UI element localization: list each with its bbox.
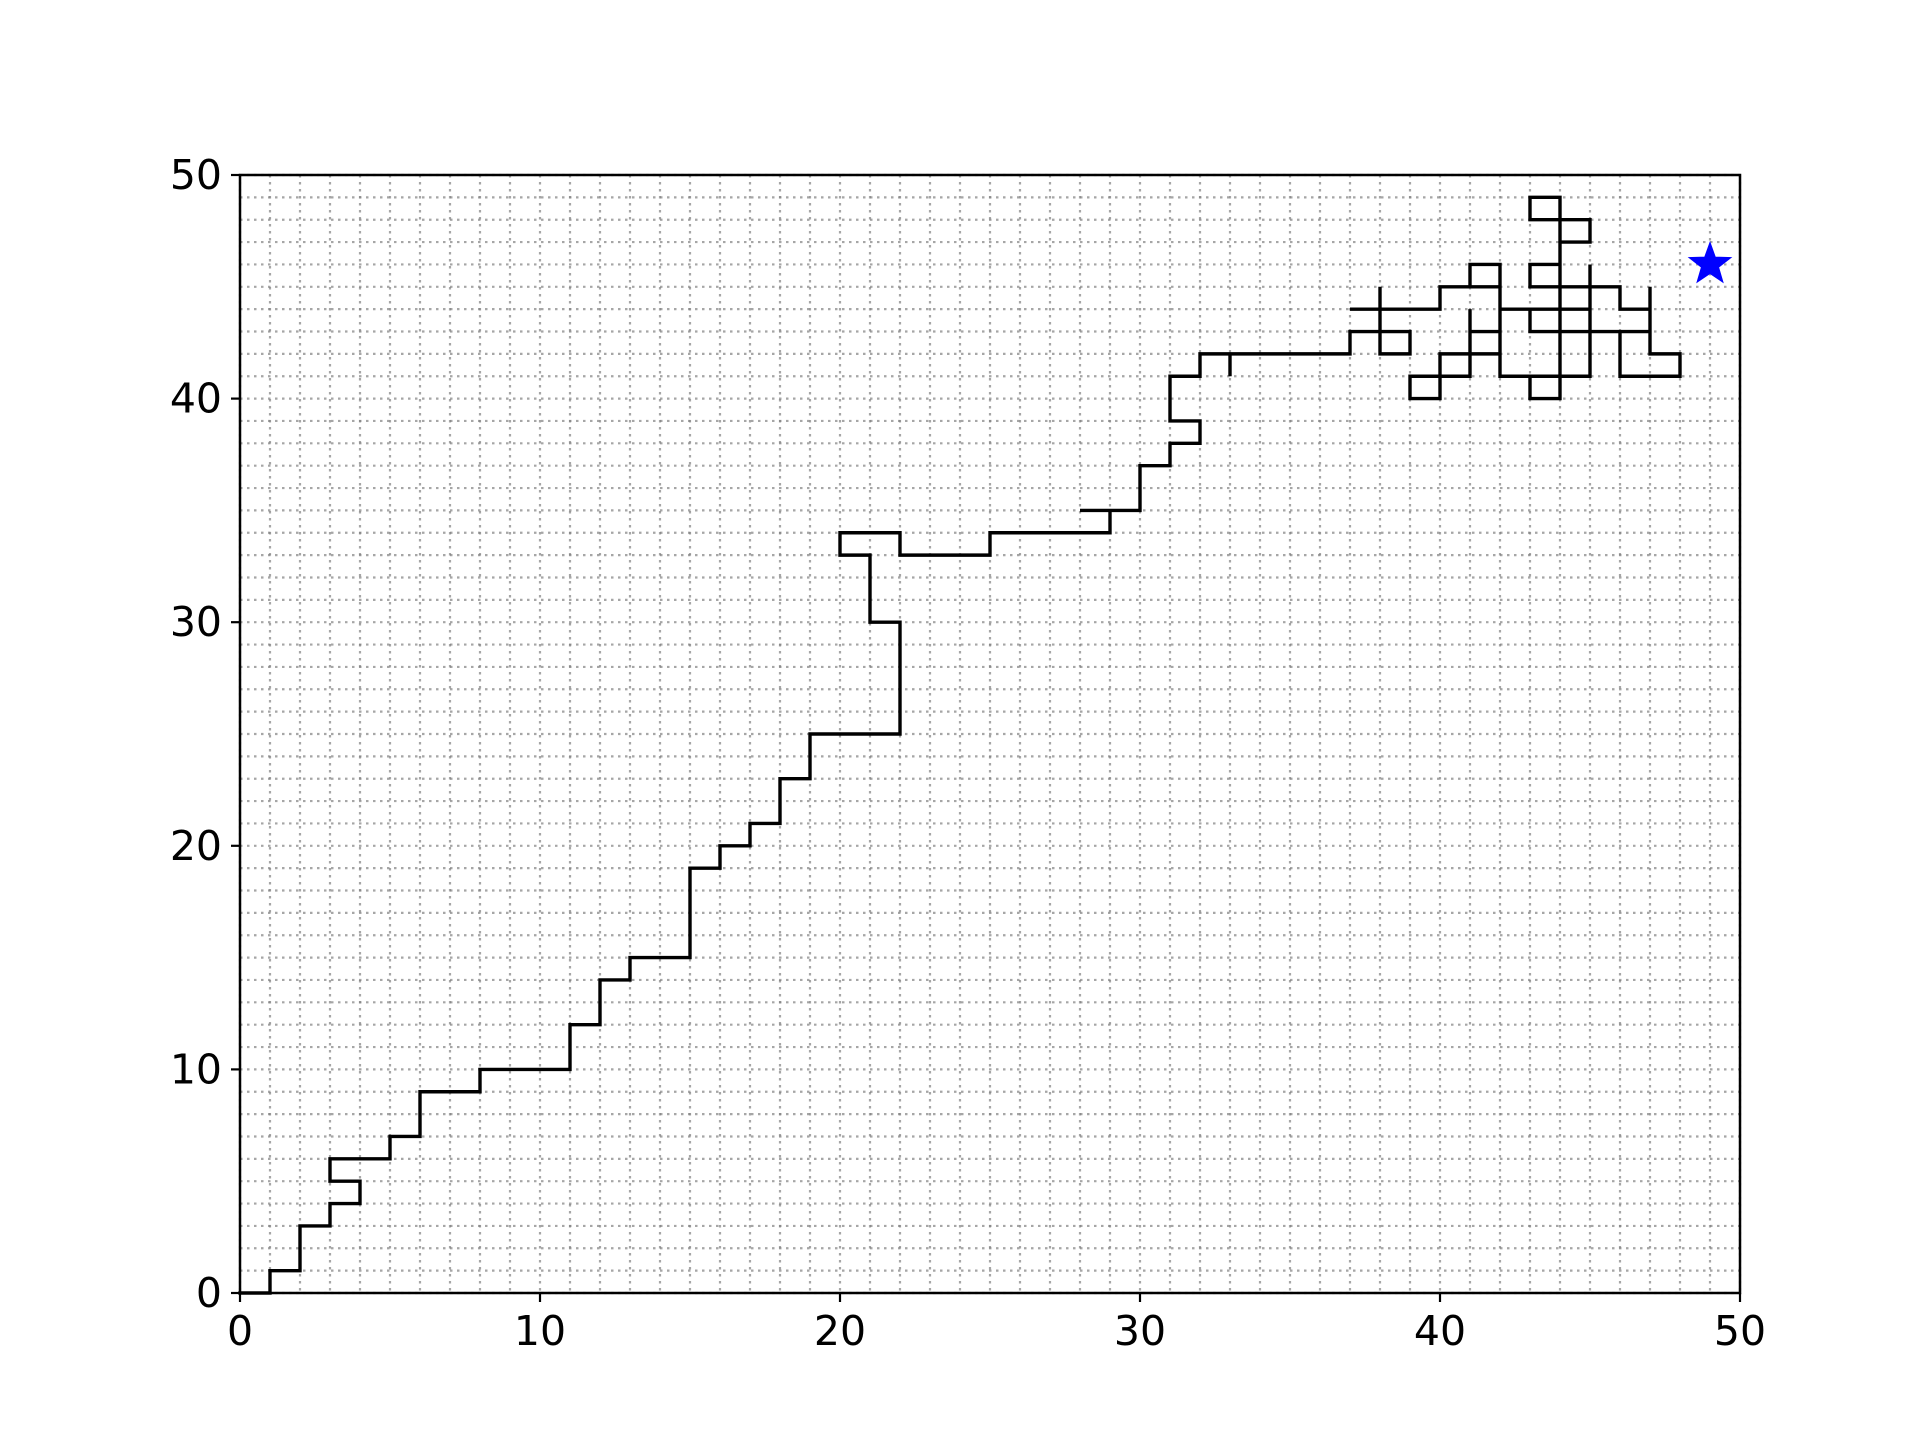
walk-path: [238, 195, 1682, 1295]
x-tick-label: 20: [814, 1307, 866, 1355]
y-tick-label: 30: [170, 598, 222, 646]
y-tick-label: 50: [170, 151, 222, 199]
x-tick-label: 40: [1414, 1307, 1466, 1355]
ticks: 0 10 20 30 40 50 0 10 20 30 40 50: [170, 151, 1766, 1355]
y-tick-label: 10: [170, 1045, 222, 1093]
x-tick-label: 0: [227, 1307, 253, 1355]
y-tick-label: 0: [196, 1269, 222, 1317]
x-tick-label: 30: [1114, 1307, 1166, 1355]
y-tick-label: 20: [170, 822, 222, 870]
goal-layer: [1687, 240, 1733, 284]
goal-star-marker: [1687, 240, 1733, 284]
path-layer: [238, 195, 1682, 1295]
plot-frame: [238, 173, 1742, 1295]
x-tick-label: 10: [514, 1307, 566, 1355]
y-tick-label: 40: [170, 375, 222, 423]
x-tick-label: 50: [1714, 1307, 1766, 1355]
